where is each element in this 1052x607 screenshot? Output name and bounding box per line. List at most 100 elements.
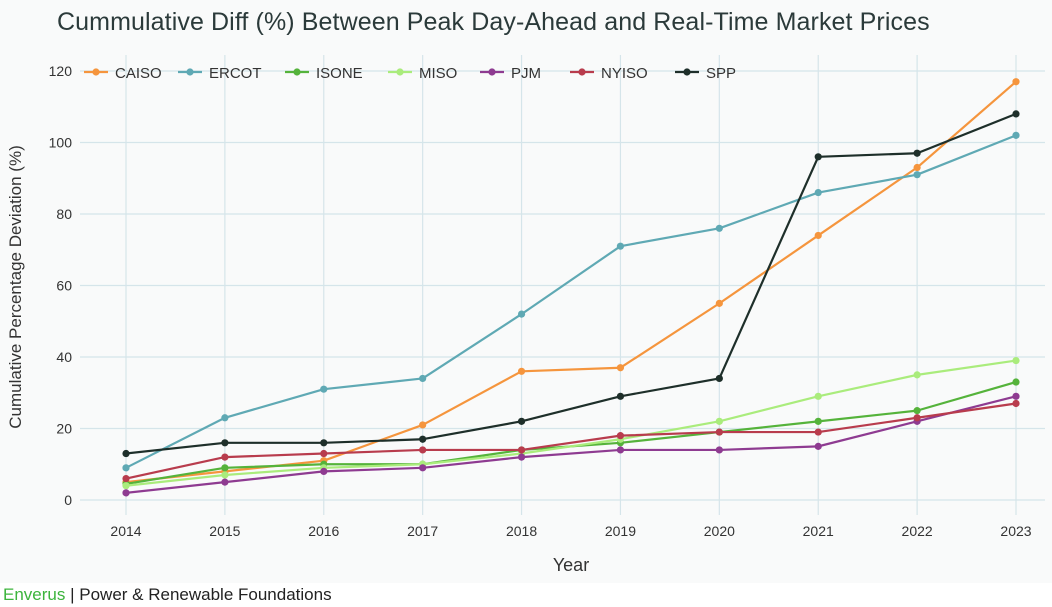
x-tick-label: 2022 (902, 523, 933, 539)
legend-swatch-marker (578, 68, 586, 76)
data-point-spp (616, 392, 625, 400)
data-point-miso (715, 417, 723, 425)
series-line-pjm (125, 395, 1017, 494)
legend-item-spp[interactable]: SPP (675, 65, 736, 82)
series-spp (122, 110, 1020, 458)
legend-label: MISO (419, 65, 457, 82)
data-point-spp (122, 449, 130, 458)
data-point-spp (1012, 110, 1020, 118)
data-point-caiso (517, 367, 526, 375)
legend-swatch-marker (186, 68, 194, 76)
data-point-nyiso (1012, 399, 1020, 408)
y-tick-label: 80 (56, 206, 72, 222)
data-point-isone (913, 407, 921, 415)
series-caiso (122, 78, 1020, 486)
series-nyiso (122, 399, 1020, 483)
x-tick-label: 2020 (704, 523, 735, 539)
footer-brand[interactable]: Enverus (3, 585, 66, 604)
legend-swatch-marker (488, 68, 496, 76)
legend-item-ercot[interactable]: ERCOT (178, 65, 262, 82)
data-point-ercot (221, 414, 229, 422)
data-point-ercot (1012, 131, 1020, 139)
data-point-isone (221, 464, 229, 472)
x-tick-label: 2014 (110, 523, 141, 539)
data-point-caiso (616, 364, 625, 372)
data-point-nyiso (517, 446, 526, 454)
footer: Enverus | Power & Renewable Foundations (3, 585, 332, 605)
legend-item-nyiso[interactable]: NYISO (570, 65, 648, 82)
series-line-spp (125, 112, 1017, 455)
data-point-pjm (814, 442, 822, 450)
series-group (122, 78, 1020, 497)
data-point-nyiso (616, 432, 625, 440)
data-point-pjm (1012, 392, 1020, 400)
data-point-ercot (715, 224, 723, 232)
y-tick-label: 0 (64, 492, 72, 508)
legend-item-caiso[interactable]: CAISO (84, 65, 162, 82)
data-point-caiso (419, 421, 427, 429)
legend: CAISO ERCOT ISONE MISO PJM NYISO SPP (84, 65, 736, 82)
x-tick-label: 2019 (605, 523, 636, 539)
data-point-ercot (913, 171, 921, 179)
x-tick-label: 2021 (803, 523, 834, 539)
legend-swatch-marker (293, 68, 301, 76)
legend-item-miso[interactable]: MISO (388, 65, 457, 82)
data-point-spp (320, 439, 328, 447)
data-point-caiso (913, 163, 921, 172)
data-point-ercot (517, 310, 526, 318)
data-point-ercot (616, 242, 625, 250)
data-point-ercot (814, 188, 822, 197)
data-point-pjm (221, 478, 229, 486)
footer-text: Power & Renewable Foundations (79, 585, 332, 604)
data-point-nyiso (715, 428, 723, 436)
data-point-nyiso (221, 453, 229, 461)
data-point-spp (814, 153, 822, 161)
data-point-ercot (122, 464, 130, 472)
y-axis-label: Cumulative Percentage Deviation (%) (6, 145, 25, 428)
plot-panel (0, 0, 1052, 583)
data-point-miso (913, 371, 921, 379)
data-point-spp (517, 417, 526, 425)
legend-label: ISONE (316, 65, 363, 82)
legend-label: NYISO (601, 65, 648, 82)
data-point-ercot (419, 374, 427, 383)
legend-label: ERCOT (209, 65, 262, 82)
legend-swatch-marker (396, 68, 404, 76)
data-point-pjm (320, 467, 328, 475)
data-point-pjm (122, 489, 130, 497)
legend-item-pjm[interactable]: PJM (480, 65, 541, 82)
data-point-isone (814, 417, 822, 425)
data-point-spp (419, 435, 427, 443)
footer-separator: | (65, 585, 80, 604)
data-point-ercot (320, 385, 328, 393)
series-isone (122, 378, 1020, 488)
y-tick-label: 20 (56, 421, 72, 437)
x-tick-labels: 2014 2015 2016 2017 2018 2019 2020 2021 2022 2023 (110, 523, 1031, 539)
data-point-spp (913, 149, 921, 157)
legend-swatch-marker (92, 68, 100, 76)
x-axis-label: Year (553, 555, 589, 575)
data-point-spp (221, 439, 229, 447)
x-tick-label: 2017 (407, 523, 438, 539)
data-point-nyiso (913, 414, 921, 422)
data-point-nyiso (122, 474, 130, 483)
legend-item-isone[interactable]: ISONE (285, 65, 363, 82)
legend-label: CAISO (115, 65, 162, 82)
legend-label: SPP (706, 65, 736, 82)
data-point-isone (1012, 378, 1020, 386)
series-line-miso (125, 359, 1017, 487)
data-point-miso (1012, 356, 1020, 365)
y-tick-label: 120 (49, 63, 73, 79)
x-tick-label: 2023 (1000, 523, 1031, 539)
y-tick-labels: 0 20 40 60 80 100 120 (49, 63, 73, 508)
data-point-pjm (715, 446, 723, 454)
x-tick-label: 2016 (308, 523, 339, 539)
data-point-nyiso (419, 446, 427, 454)
x-tick-label: 2018 (506, 523, 537, 539)
data-point-nyiso (320, 449, 328, 458)
data-point-caiso (715, 299, 723, 307)
legend-label: PJM (511, 65, 541, 82)
y-tick-label: 60 (56, 278, 72, 294)
data-point-pjm (419, 464, 427, 472)
